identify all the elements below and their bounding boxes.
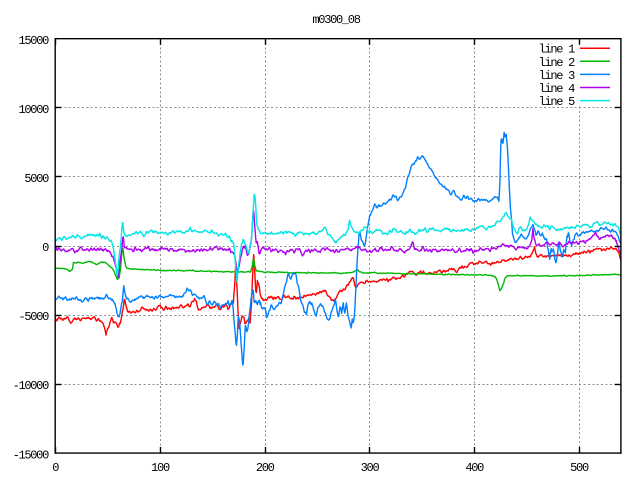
svg-text:0: 0 xyxy=(42,241,49,255)
svg-text:200: 200 xyxy=(256,461,275,475)
svg-text:300: 300 xyxy=(361,461,380,475)
svg-text:line 4: line 4 xyxy=(539,82,576,96)
svg-text:500: 500 xyxy=(570,461,589,475)
svg-text:line 3: line 3 xyxy=(539,69,576,83)
svg-text:10000: 10000 xyxy=(18,103,49,117)
svg-text:line 5: line 5 xyxy=(539,95,576,109)
svg-text:5000: 5000 xyxy=(24,172,49,186)
svg-text:-5000: -5000 xyxy=(18,310,49,324)
svg-text:line 2: line 2 xyxy=(539,56,576,70)
svg-text:400: 400 xyxy=(465,461,484,475)
svg-text:0: 0 xyxy=(52,461,59,475)
svg-text:15000: 15000 xyxy=(18,34,49,48)
svg-text:m0300_08: m0300_08 xyxy=(312,13,360,27)
svg-text:line 1: line 1 xyxy=(539,43,576,57)
svg-text:-15000: -15000 xyxy=(13,448,50,462)
svg-text:100: 100 xyxy=(151,461,170,475)
svg-text:-10000: -10000 xyxy=(13,379,50,393)
